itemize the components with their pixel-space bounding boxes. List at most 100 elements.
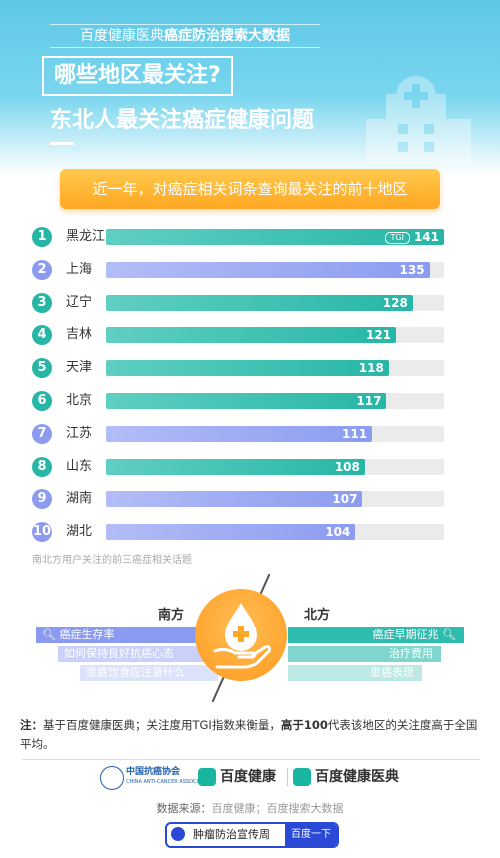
footnote-text-2: 代表该地区的关注度高于全国平均。 [20,718,478,751]
bar-row: 2 上海 135 [0,259,500,281]
bar-track: 121 [106,327,444,344]
data-label: 111 [342,426,368,441]
category-label: 山东 [66,458,93,474]
assoc-subtitle: CHINA ANTI-CANCER ASSOCIATION [126,779,214,785]
category-label: 湖南 [66,491,93,507]
rank-badge: 4 [32,325,52,346]
rank-badge: 3 [32,292,52,313]
question-title: 哪些地区最关注? [42,56,233,96]
rank-badge: 9 [32,489,52,510]
south-north-comparison: 南方 北方 🔍︎ 癌症生存率 如何保持良好抗癌心态 患癌饮食应注意什么 癌症早期… [0,568,500,703]
data-label: 104 [325,525,351,540]
rank-badge: 6 [32,391,52,411]
hospital-icon [366,76,471,164]
south-label: 南方 [158,608,185,623]
category-label: 天津 [66,360,93,376]
category-label: 吉林 [66,327,93,343]
bar-row: 8 山东 108 [0,456,500,478]
north-topic-1-label: 癌症早期征兆 [372,628,439,641]
north-topic-3: 患癌表现 [288,665,422,681]
bar: 111 [106,425,373,442]
category-label: 辽宁 [66,294,93,310]
chart-note: 南北方用户关注的前三癌症相关话题 [32,555,192,566]
bar: 117 [106,393,387,409]
tgi-tag: TGI [384,232,410,244]
bar-track: 128 [106,294,444,311]
source-label: 数据来源： [156,802,212,815]
bar: 104 [106,524,356,541]
bar-row: 9 湖南 107 [0,488,500,510]
baidu-health-logo-icon [198,768,216,786]
data-source: 数据来源：百度健康；百度搜索大数据 [0,800,500,816]
bar-row: 7 江苏 111 [0,423,500,445]
baidu-health-dictionary-logo-icon [293,768,311,786]
bar-track: 117 [106,393,444,409]
data-label: 118 [358,361,384,376]
footnote-text-1: 基于百度健康医典；关注度用TGI指数来衡量， [43,718,281,732]
bar: 118 [106,360,389,377]
rank-badge: 2 [32,259,52,280]
rank-badge: 7 [32,423,52,444]
rank-badge: 8 [32,456,52,477]
header-top-prefix: 百度健康医典 [80,28,164,44]
header-top-line: 百度健康医典癌症防治搜索大数据 [50,24,320,48]
search-query[interactable]: 肿瘤防治宣传周 [193,828,270,841]
bar-row: 5 天津 118 [0,357,500,379]
anti-cancer-association-logo [100,766,124,790]
header: 百度健康医典癌症防治搜索大数据 哪些地区最关注? 东北人最关注癌症健康问题 [0,0,500,175]
rank-badge: 1 [32,227,52,247]
bar-row: 3 辽宁 128 [0,292,500,314]
ranking-bar-chart: 1 黑龙江 141 TGI 2 上海 135 3 辽宁 128 4 吉林 121 5 天津 118 6 北京 117… [0,222,500,552]
bar-track: 104 [106,524,444,541]
category-label: 江苏 [66,425,93,441]
search-icon: 🔍︎ [442,628,456,641]
south-topic-1-label: 癌症生存率 [59,628,115,641]
north-topic-2: 治疗费用 [288,646,441,662]
baidu-paw-icon [171,827,185,841]
logo-row: 中国抗癌协会 CHINA ANTI-CANCER ASSOCIATION 百度健… [100,766,410,790]
data-label: 107 [332,492,358,507]
page-title: 东北人最关注癌症健康问题 [50,108,315,133]
bar: 121 [106,327,397,344]
data-label: 108 [334,459,360,474]
south-topic-2: 如何保持良好抗癌心态 [58,646,214,662]
chart-banner: 近一年，对癌症相关词条查询最关注的前十地区 [60,169,440,209]
baidu-search-bar[interactable]: 肿瘤防治宣传周 百度一下 [165,822,339,848]
drop-hand-icon [213,603,271,669]
title-divider [50,142,74,145]
bar-row: 6 北京 117 [0,390,500,412]
category-label: 北京 [66,393,93,408]
footnote: 注：基于百度健康医典；关注度用TGI指数来衡量，高于100代表该地区的关注度高于… [20,716,482,754]
header-top-bold: 癌症防治搜索大数据 [164,28,290,44]
bar: 108 [106,458,365,475]
brand-baidu-health: 百度健康 [220,769,276,785]
bar-track: 135 [106,261,444,278]
bar-row: 4 吉林 121 [0,324,500,346]
bar-row: 1 黑龙江 141 TGI [0,226,500,248]
search-icon: 🔍︎ [42,628,56,641]
bar-track: 111 [106,425,444,442]
search-button[interactable]: 百度一下 [285,824,337,846]
north-label: 北方 [304,608,331,623]
category-label: 湖北 [66,524,93,540]
footnote-prefix: 注： [20,718,43,732]
south-topic-3: 患癌饮食应注意什么 [80,665,218,681]
data-label: 128 [382,295,408,310]
bar: 135 [106,261,430,278]
bar-row: 10 湖北 104 [0,521,500,543]
bar-track: 141 TGI [106,229,444,245]
data-label: 121 [365,328,392,343]
bar: 141 TGI [106,229,444,245]
rank-badge: 5 [32,358,52,379]
rank-badge: 10 [32,522,52,543]
bar: 128 [106,294,413,311]
footnote-bold: 高于100 [280,718,328,732]
bar-track: 107 [106,491,444,508]
data-label: 135 [399,262,425,277]
source-value: 百度健康；百度搜索大数据 [211,802,344,815]
assoc-name: 中国抗癌协会 [126,767,181,777]
data-label: 117 [356,394,382,408]
data-label: 141 [413,230,439,244]
bar: 107 [106,491,363,508]
bar-track: 108 [106,458,444,475]
